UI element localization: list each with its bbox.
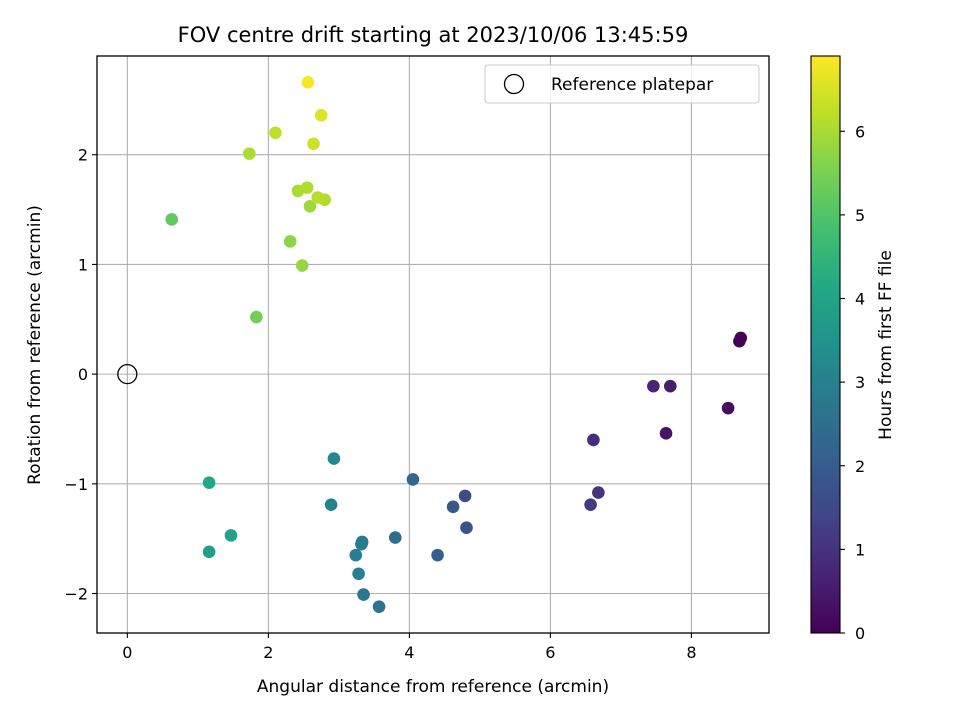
data-point <box>349 548 363 562</box>
y-tick-label: −2 <box>64 585 88 604</box>
x-tick-label: 2 <box>263 643 273 662</box>
colorbar-ticks: 0 1 2 3 4 5 6 <box>840 122 865 643</box>
data-point <box>357 588 370 601</box>
data-point <box>587 433 600 447</box>
colorbar-tick-label: 3 <box>855 373 865 392</box>
grid-lines <box>97 56 769 633</box>
data-point <box>721 401 735 415</box>
data-point <box>283 235 297 248</box>
legend: Reference platepar <box>484 64 760 104</box>
y-tick-label: −1 <box>64 475 88 494</box>
data-point <box>372 600 386 613</box>
colorbar-label: Hours from first FF file <box>876 250 896 440</box>
y-tick-label: 2 <box>78 146 88 165</box>
data-point <box>584 498 597 511</box>
reference-platepar-marker <box>117 363 138 385</box>
data-point <box>303 199 317 213</box>
data-point <box>269 126 282 140</box>
x-tick-label: 6 <box>545 643 555 662</box>
x-axis-label: Angular distance from reference (arcmin) <box>257 677 609 697</box>
data-point <box>250 310 263 324</box>
colorbar-tick-label: 1 <box>855 540 865 559</box>
data-point <box>663 379 677 393</box>
legend-reference-marker <box>503 73 525 95</box>
data-point <box>311 191 325 204</box>
data-point <box>307 137 320 151</box>
data-point <box>165 213 179 226</box>
x-axis-ticks: 0 2 4 6 8 <box>122 633 697 662</box>
data-point <box>300 181 314 194</box>
colorbar-tick-label: 6 <box>855 122 865 141</box>
data-point <box>352 567 365 581</box>
x-tick-label: 4 <box>404 643 414 662</box>
data-point <box>388 531 402 544</box>
data-point <box>659 427 673 440</box>
data-point <box>647 379 660 393</box>
data-point <box>224 529 238 542</box>
legend-label-reference: Reference platepar <box>551 75 713 95</box>
data-point <box>458 489 472 503</box>
colorbar: 0 1 2 3 4 5 6 Hours from first FF file <box>810 55 896 643</box>
data-point <box>406 473 420 486</box>
y-tick-label: 0 <box>78 365 88 384</box>
data-point <box>355 537 368 551</box>
data-point <box>202 545 216 559</box>
colorbar-tick-label: 4 <box>855 290 865 309</box>
x-tick-label: 8 <box>686 643 696 662</box>
scatter-points <box>165 76 748 613</box>
colorbar-tick-label: 2 <box>855 457 865 476</box>
reference-marker-layer <box>117 363 138 385</box>
data-point <box>314 108 328 122</box>
x-tick-label: 0 <box>122 643 132 662</box>
data-point <box>324 498 338 511</box>
legend-box <box>484 64 760 104</box>
y-axis-label: Rotation from reference (arcmin) <box>25 205 45 485</box>
data-point <box>202 476 216 490</box>
chart-title: FOV centre drift starting at 2023/10/06 … <box>178 23 689 47</box>
data-point <box>327 452 341 465</box>
data-point <box>733 334 746 348</box>
data-point <box>460 521 473 534</box>
y-tick-label: 1 <box>78 255 88 274</box>
data-point <box>446 500 460 514</box>
colorbar-gradient <box>810 55 841 634</box>
data-point <box>592 486 605 499</box>
data-point <box>295 259 309 272</box>
data-point <box>243 147 256 160</box>
data-point <box>301 76 315 89</box>
y-axis-ticks: −2 −1 0 1 2 <box>64 146 97 604</box>
colorbar-tick-label: 0 <box>855 624 865 643</box>
data-point <box>431 548 444 562</box>
plot-frame <box>96 55 770 634</box>
colorbar-tick-label: 5 <box>855 206 865 225</box>
